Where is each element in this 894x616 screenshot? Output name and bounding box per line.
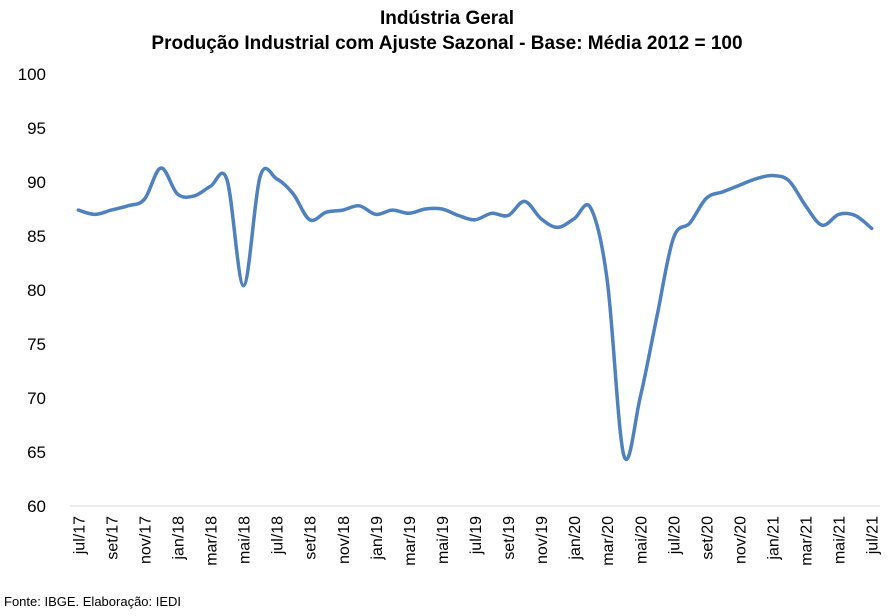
x-tick-label: jul/19 [468, 516, 485, 555]
x-tick-label: jan/20 [567, 516, 584, 561]
y-tick-label: 60 [27, 497, 46, 516]
x-tick-label: set/19 [501, 516, 518, 560]
x-tick-label: nov/19 [534, 516, 551, 564]
x-tick-label: mai/18 [237, 516, 254, 564]
source-note: Fonte: IBGE. Elaboração: IEDI [4, 594, 182, 609]
x-tick-label: jul/17 [71, 516, 88, 555]
x-tick-label: jul/20 [666, 516, 683, 555]
x-tick-label: mar/18 [204, 516, 221, 566]
x-axis-ticks: jul/17 set/17 nov/17 jan/18 mar/18 mai/18 jul/… [71, 516, 881, 566]
x-tick-label: jan/21 [766, 516, 783, 561]
chart-title: Indústria Geral [379, 8, 515, 29]
x-tick-label: mar/20 [600, 516, 617, 566]
y-tick-label: 65 [27, 443, 46, 462]
x-tick-label: mar/21 [799, 516, 816, 566]
y-tick-label: 95 [27, 119, 46, 138]
x-tick-label: set/18 [303, 516, 320, 560]
x-tick-label: jul/18 [270, 516, 287, 555]
y-tick-label: 85 [27, 227, 46, 246]
y-tick-label: 70 [27, 389, 46, 408]
x-tick-label: jul/21 [865, 516, 882, 555]
chart-subtitle: Produção Industrial com Ajuste Sazonal -… [151, 33, 743, 54]
x-tick-label: set/20 [699, 516, 716, 560]
x-tick-label: mai/20 [633, 516, 650, 564]
y-tick-label: 80 [27, 281, 46, 300]
x-tick-label: set/17 [104, 516, 121, 560]
x-tick-label: mai/21 [832, 516, 849, 564]
x-tick-label: jan/18 [170, 516, 187, 561]
x-tick-label: nov/18 [336, 516, 353, 564]
y-tick-label: 100 [18, 65, 46, 84]
y-tick-label: 75 [27, 335, 46, 354]
chart-title-block: Indústria Geral Produção Industrial com … [0, 6, 894, 56]
y-tick-label: 90 [27, 173, 46, 192]
x-tick-label: mar/19 [402, 516, 419, 566]
x-tick-label: nov/17 [137, 516, 154, 564]
series-line [76, 166, 874, 461]
x-tick-label: mai/19 [435, 516, 452, 564]
y-axis-ticks: 60 65 70 75 80 85 90 95 100 [18, 65, 46, 516]
x-tick-label: nov/20 [732, 516, 749, 564]
x-tick-label: jan/19 [369, 516, 386, 561]
